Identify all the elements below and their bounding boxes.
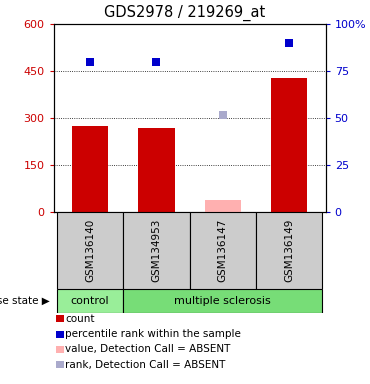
Text: control: control [71,296,110,306]
Bar [72,126,108,212]
Text: GDS2978 / 219269_at: GDS2978 / 219269_at [104,5,266,21]
Bar [57,212,123,289]
Bar [138,127,175,212]
Bar [57,289,123,313]
Bar [190,212,256,289]
Text: count: count [65,314,95,324]
Text: multiple sclerosis: multiple sclerosis [174,296,271,306]
Text: GSM136149: GSM136149 [284,219,294,283]
Bar [123,212,190,289]
Text: disease state ▶: disease state ▶ [0,296,50,306]
Text: rank, Detection Call = ABSENT: rank, Detection Call = ABSENT [65,360,226,370]
Text: percentile rank within the sample: percentile rank within the sample [65,329,241,339]
Text: GSM134953: GSM134953 [151,219,161,283]
Text: GSM136140: GSM136140 [85,219,95,282]
Bar [205,200,241,212]
Bar [123,289,322,313]
Bar [256,212,322,289]
Text: value, Detection Call = ABSENT: value, Detection Call = ABSENT [65,344,231,354]
Bar [271,78,307,212]
Text: GSM136147: GSM136147 [218,219,228,283]
